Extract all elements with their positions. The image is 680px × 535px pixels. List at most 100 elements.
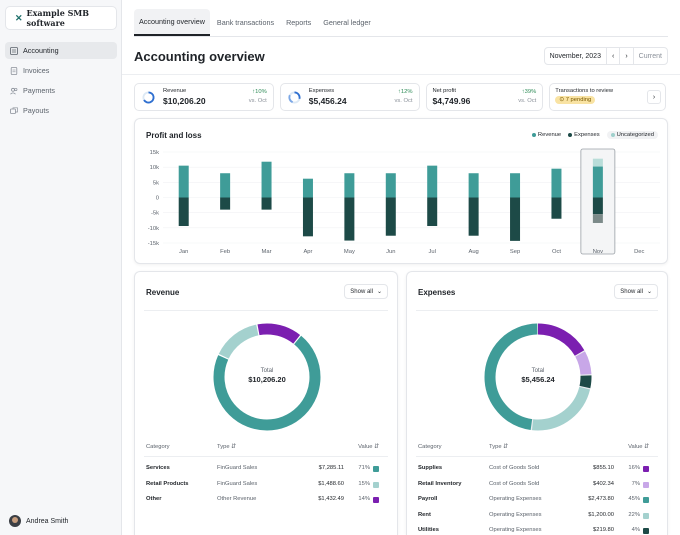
show-all-dropdown[interactable]: Show all ⌄ — [344, 284, 388, 299]
sidebar-item-payments[interactable]: Payments — [5, 82, 117, 99]
cell-type: Operating Expenses — [489, 511, 542, 518]
cell-category: Retail Products — [146, 480, 189, 487]
kpi-label: Revenue — [163, 88, 187, 94]
kpi-expenses[interactable]: Expenses $5,456.24 ↑12% vs. Oct — [279, 83, 420, 111]
chevron-right-icon[interactable]: › — [647, 90, 661, 104]
color-swatch — [643, 497, 649, 503]
cell-percent: 22% — [628, 511, 640, 518]
donut-segment — [484, 323, 592, 431]
cell-category: Services — [146, 465, 170, 471]
bar-expenses — [385, 197, 396, 236]
table-row[interactable]: Retail Products FinGuard Sales $1,488.60 15… — [146, 481, 388, 491]
header-type[interactable]: Type ⇵ — [217, 444, 237, 450]
y-tick-label: -5k — [151, 211, 159, 217]
tab-bank-transactions[interactable]: Bank transactions — [216, 18, 275, 27]
sidebar-item-payouts[interactable]: Payouts — [5, 102, 117, 119]
cell-value: $855.10 — [593, 465, 614, 471]
x-tick-label: Nov — [593, 249, 603, 255]
bar-expenses — [427, 197, 438, 227]
legend-uncategorized[interactable]: Uncategorized — [606, 131, 658, 139]
table-row[interactable]: Utilities Operating Expenses $219.80 4% — [418, 527, 658, 535]
kpi-label: Transactions to review — [555, 88, 614, 94]
donut-segment — [484, 323, 592, 431]
header-category[interactable]: Category — [418, 444, 442, 450]
kpi-label: Expenses — [308, 88, 335, 94]
kpi-change: ↑12% — [397, 89, 413, 95]
x-tick-label: Jul — [428, 249, 435, 255]
kpi-transactions-review[interactable]: Transactions to review ⊙ 7 pending › — [549, 83, 666, 111]
table-row[interactable]: Payroll Operating Expenses $2,473.80 45% — [418, 496, 658, 506]
show-all-dropdown[interactable]: Show all ⌄ — [614, 284, 658, 299]
cell-category: Rent — [418, 511, 431, 518]
y-tick-label: -15k — [148, 241, 159, 247]
table-row[interactable]: Rent Operating Expenses $1,200.00 22% — [418, 512, 658, 522]
tab-general-ledger[interactable]: General ledger — [323, 18, 371, 27]
bar-revenue — [302, 178, 313, 198]
bar-uncategorized-expenses — [592, 214, 603, 223]
header-type[interactable]: Type ⇵ — [489, 444, 509, 450]
sidebar-item-accounting[interactable]: Accounting — [5, 42, 117, 59]
cell-type: Other Revenue — [217, 496, 257, 502]
total-value: $10,206.20 — [248, 375, 286, 384]
donut-segment — [213, 323, 321, 431]
kpi-change: ↑39% — [521, 89, 537, 95]
kpi-comparison: vs. Oct — [394, 98, 413, 104]
expenses-card: Expenses Show all ⌄ Total $5,456.24 Categ… — [406, 271, 668, 535]
legend-expenses[interactable]: Expenses — [568, 131, 600, 139]
bar-revenue — [468, 173, 479, 198]
divider — [144, 310, 388, 311]
bar-expenses — [551, 197, 562, 219]
kpi-net-profit[interactable]: Net profit $4,749.96 ↑39% vs. Oct — [425, 83, 544, 111]
chevron-right-icon[interactable]: › — [620, 48, 634, 64]
cell-percent: 14% — [358, 496, 370, 502]
user-profile[interactable]: Andrea Smith — [9, 515, 68, 527]
sidebar-item-invoices[interactable]: Invoices — [5, 62, 117, 79]
legend-revenue[interactable]: Revenue — [531, 131, 561, 139]
bar-expenses — [302, 197, 313, 237]
revenue-ring-icon — [142, 91, 155, 104]
x-tick-label: Feb — [220, 249, 230, 255]
x-tick-label: Aug — [468, 249, 478, 255]
chevron-left-icon[interactable]: ‹ — [607, 48, 621, 64]
y-tick-label: 10k — [150, 165, 159, 171]
donut-center: Total $5,456.24 — [481, 368, 595, 384]
cell-percent: 4% — [631, 527, 640, 533]
header-value[interactable]: Value ⇵ — [628, 444, 649, 450]
kpi-change: ↑10% — [252, 89, 267, 95]
chevron-down-icon: ⌄ — [376, 289, 382, 295]
cell-value: $1,200.00 — [588, 511, 614, 518]
table-row[interactable]: Services FinGuard Sales $7,285.11 71% — [146, 465, 388, 475]
cell-type: FinGuard Sales — [217, 480, 258, 487]
table-header: Category Type ⇵ Value ⇵ — [146, 444, 388, 454]
table-row[interactable]: Retail Inventory Cost of Goods Sold $402.3… — [418, 481, 658, 491]
avatar — [9, 515, 21, 527]
color-swatch — [643, 466, 649, 472]
expenses-ring-icon — [288, 91, 301, 104]
bar-uncategorized — [592, 158, 603, 167]
sidebar-nav: Accounting Invoices Payments Payouts — [5, 42, 117, 122]
app-logo[interactable]: ✕ Example SMB software — [5, 6, 117, 30]
tab-accounting-overview[interactable]: Accounting overview — [134, 9, 210, 36]
cell-category: Supplies — [418, 465, 443, 471]
month-selector[interactable]: November, 2023 — [545, 48, 607, 64]
header-category[interactable]: Category — [146, 444, 170, 450]
ledger-icon — [10, 46, 18, 55]
revenue-donut — [213, 323, 321, 431]
kpi-revenue[interactable]: Revenue $10,206.20 ↑10% vs. Oct — [134, 83, 274, 111]
current-button[interactable]: Current — [638, 52, 662, 60]
kpi-value: $10,206.20 — [163, 96, 206, 106]
header-value[interactable]: Value ⇵ — [358, 444, 379, 450]
logo-text: Example SMB software — [26, 8, 89, 28]
table-row[interactable]: Other Other Revenue $1,432.49 14% — [146, 496, 388, 506]
bar-expenses — [178, 197, 189, 227]
sidebar-item-label: Payments — [23, 86, 55, 95]
sidebar-item-label: Accounting — [23, 46, 59, 55]
divider — [144, 456, 388, 457]
color-swatch — [373, 481, 379, 488]
table-row[interactable]: Supplies Cost of Goods Sold $855.10 16% — [418, 465, 658, 475]
cell-category: Utilities — [418, 527, 439, 533]
tab-reports[interactable]: Reports — [286, 18, 312, 27]
x-tick-label: Jun — [386, 249, 395, 255]
donut-segment — [213, 323, 321, 431]
cell-percent: 45% — [628, 496, 640, 502]
